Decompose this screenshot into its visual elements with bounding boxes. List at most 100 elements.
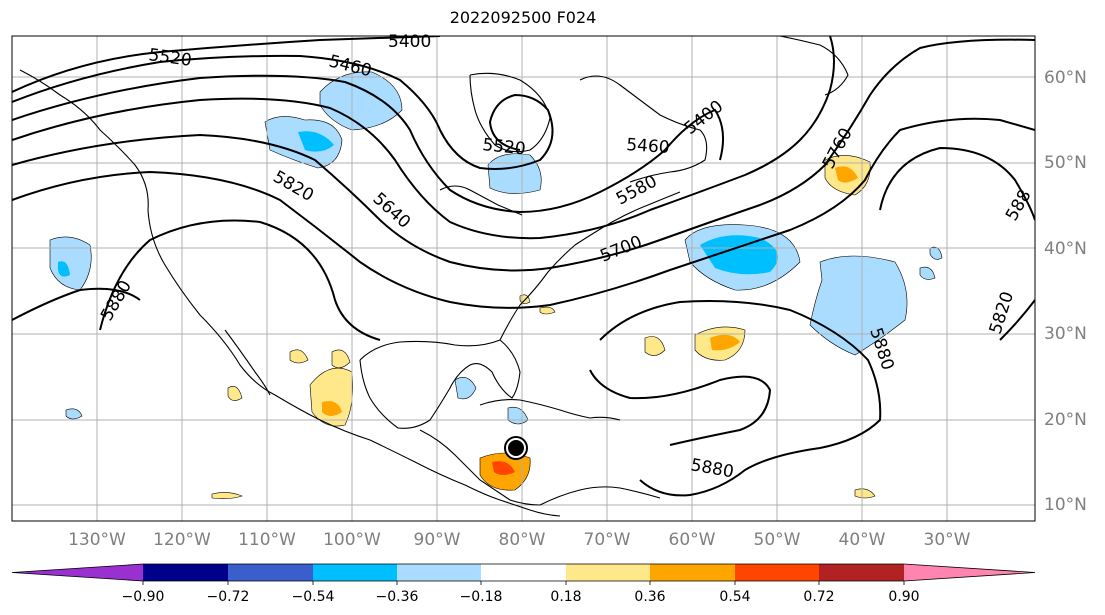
storm-center	[508, 440, 524, 456]
contour-line	[12, 117, 1035, 309]
longitude-labels: 130°W 120°W 110°W 100°W 90°W 80°W 70°W 6…	[68, 530, 971, 550]
contour-label: 5640	[369, 189, 415, 233]
lon-label: 90°W	[414, 530, 461, 550]
contour-line	[12, 36, 835, 240]
colorbar-tick-label: 0.18	[550, 589, 581, 605]
south-america-coast	[539, 486, 661, 506]
hudson-bay	[469, 72, 551, 153]
negative-anomaly-area	[919, 266, 936, 280]
colorbar-tick-label: −0.72	[207, 589, 250, 605]
positive-anomaly-area	[331, 349, 351, 369]
height-contours	[12, 36, 1035, 497]
negative-anomaly-area	[49, 236, 92, 291]
colorbar-tick-label: −0.54	[292, 589, 335, 605]
positive-anomaly-area	[322, 401, 342, 416]
cuba	[479, 399, 591, 419]
contour-label: 5580	[613, 171, 661, 209]
positive-anomaly-area	[289, 349, 309, 364]
colorbar-segment	[566, 564, 650, 581]
negative-anomaly-area	[809, 255, 908, 356]
negative-anomaly-area	[58, 261, 70, 277]
lon-label: 50°W	[754, 530, 801, 550]
map-frame	[11, 35, 1036, 522]
negative-anomaly-area	[319, 71, 403, 131]
central-america	[419, 429, 541, 506]
contour-line	[12, 36, 441, 93]
labrador	[579, 75, 708, 183]
contour-label: 5400	[388, 32, 431, 52]
positive-anomaly-area	[492, 461, 515, 475]
north-america-coastline	[19, 69, 561, 517]
lon-label: 130°W	[68, 530, 126, 550]
lat-label: 50°N	[1044, 153, 1087, 173]
contour-line	[12, 74, 725, 214]
negative-anomaly-area	[929, 246, 943, 260]
negative-anomaly-area	[298, 131, 334, 152]
greenland	[779, 36, 849, 96]
contour-label: 588	[1002, 186, 1036, 224]
east-coast	[499, 191, 681, 341]
lon-label: 80°W	[499, 530, 546, 550]
lon-label: 110°W	[238, 530, 296, 550]
colorbar-tick-label: 0.72	[803, 589, 834, 605]
colorbar	[11, 563, 1036, 585]
colorbar-segment	[143, 564, 228, 581]
colorbar-extend-high	[904, 564, 1035, 581]
lon-label: 120°W	[153, 530, 211, 550]
contour-line	[12, 287, 141, 321]
lat-label: 10°N	[1044, 495, 1087, 515]
colorbar-segment	[313, 564, 397, 581]
colorbar-tick-label: −0.18	[460, 589, 503, 605]
positive-anomaly-area	[309, 367, 353, 427]
contour-label: 5400	[681, 97, 727, 139]
positive-anomaly-area	[227, 386, 243, 401]
positive-anomaly-area	[644, 336, 666, 356]
colorbar-tick-label: −0.90	[122, 589, 165, 605]
contour-label: 5460	[626, 135, 671, 158]
lat-label: 20°N	[1044, 410, 1087, 430]
colorbar-segment	[397, 564, 481, 581]
positive-anomaly-area	[211, 492, 243, 499]
graticule	[12, 36, 1035, 521]
hispaniola	[589, 416, 621, 421]
negative-anomaly-area	[65, 408, 83, 420]
colorbar-ticks: −0.90 −0.72 −0.54 −0.36 −0.18 0.18 0.36 …	[122, 589, 920, 605]
colorbar-tick-label: 0.36	[634, 589, 665, 605]
colorbar-segment	[481, 564, 566, 581]
great-lakes	[439, 185, 523, 216]
positive-anomaly-area	[539, 306, 556, 315]
positive-anomaly-area	[710, 334, 740, 351]
lon-label: 100°W	[323, 530, 381, 550]
colorbar-tick-label: −0.36	[376, 589, 419, 605]
baja-california	[224, 329, 271, 396]
map-title: 2022092500 F024	[449, 8, 597, 27]
lat-label: 40°N	[1044, 239, 1087, 259]
latitude-labels: 60°N 50°N 40°N 30°N 20°N 10°N	[1044, 68, 1087, 515]
contour-line	[12, 54, 554, 170]
storm-marker	[504, 436, 528, 460]
contour-line	[879, 146, 1035, 221]
contour-label: 5820	[270, 167, 317, 206]
positive-anomaly-area	[854, 488, 876, 499]
contour-line	[589, 369, 772, 446]
colorbar-tick-label: 0.90	[888, 589, 919, 605]
contour-label: 5820	[986, 289, 1018, 336]
lat-label: 30°N	[1044, 324, 1087, 344]
negative-anomaly-area	[700, 235, 778, 275]
lat-label: 60°N	[1044, 68, 1087, 88]
negative-anomaly-area	[454, 377, 477, 400]
contour-label: 5880	[689, 455, 735, 482]
anomaly-shading	[49, 71, 943, 499]
negative-anomaly-area	[507, 406, 529, 425]
colorbar-segment	[228, 564, 313, 581]
lon-label: 30°W	[924, 530, 971, 550]
coastlines	[19, 36, 849, 517]
gulf-coast	[359, 339, 521, 429]
positive-anomaly-area	[835, 166, 858, 183]
lon-label: 40°W	[839, 530, 886, 550]
colorbar-segment	[650, 564, 735, 581]
contour-line	[99, 219, 381, 341]
contour-line	[999, 299, 1035, 341]
contour-label: 5700	[597, 232, 645, 267]
